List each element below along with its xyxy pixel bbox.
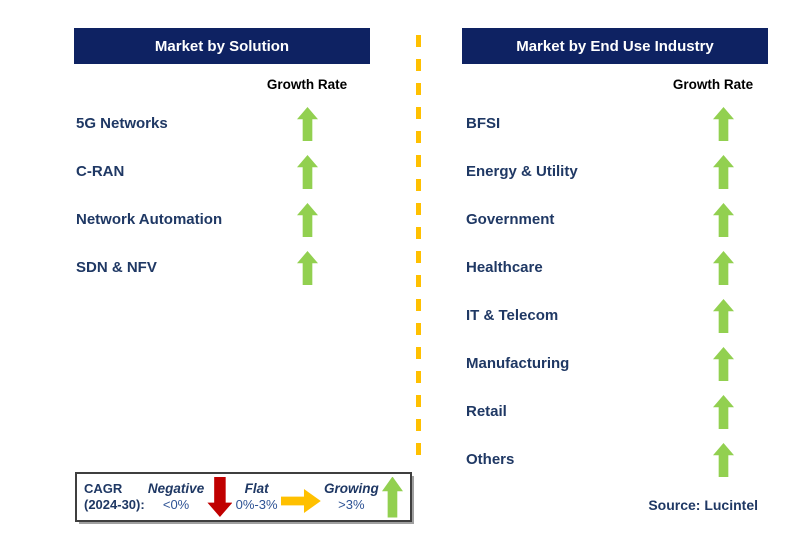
growth-up-arrow-icon [297, 203, 318, 237]
legend-entry-range: 0%-3% [235, 497, 278, 513]
legend-entry-flat: Flat 0%-3% [236, 481, 278, 513]
growth-up-arrow-icon [297, 107, 318, 141]
growth-up-arrow-icon [713, 395, 734, 429]
legend-entry-negative: Negative <0% [148, 481, 204, 513]
growth-up-arrow-icon [713, 251, 734, 285]
segment-label: Network Automation [76, 211, 223, 228]
growth-up-arrow-icon [713, 299, 734, 333]
legend-entry-name: Negative [147, 481, 205, 497]
growth-up-arrow-icon [713, 107, 734, 141]
growth-up-arrow-icon [713, 155, 734, 189]
cagr-legend: CAGR (2024-30): Negative <0% Flat 0%-3% … [75, 472, 412, 522]
legend-title-line1: CAGR [84, 480, 123, 496]
segment-label: Energy & Utility [466, 163, 578, 180]
negative-down-arrow-icon [207, 477, 233, 517]
segment-label: Government [466, 211, 555, 228]
legend-entry-range: >3% [338, 497, 365, 513]
segment-label: Healthcare [466, 259, 543, 276]
dashed-divider [416, 35, 421, 465]
growth-up-arrow-icon [297, 155, 318, 189]
legend-entry-growing: Growing >3% [324, 481, 379, 513]
growth-up-arrow-icon [713, 347, 734, 381]
left-panel-title: Market by Solution [74, 28, 370, 64]
growth-up-arrow-icon [713, 203, 734, 237]
right-panel-title: Market by End Use Industry [462, 28, 768, 64]
segment-label: SDN & NFV [76, 259, 157, 276]
legend-entry-range: <0% [162, 497, 190, 513]
segment-label: C-RAN [76, 163, 125, 180]
flat-right-arrow-icon [280, 489, 321, 513]
legend-title-line2: (2024-30): [84, 497, 145, 512]
growing-up-arrow-icon [381, 476, 403, 518]
growth-up-arrow-icon [713, 443, 734, 477]
segment-label: Manufacturing [466, 355, 570, 372]
source-label: Source: Lucintel [648, 497, 758, 513]
legend-title: CAGR (2024-30): [84, 481, 145, 514]
segment-label: 5G Networks [76, 115, 168, 132]
segment-label: Others [466, 451, 515, 468]
legend-entry-name: Flat [244, 481, 269, 497]
legend-entry-name: Growing [324, 481, 379, 497]
right-growth-rate-label: Growth Rate [672, 77, 754, 92]
segment-label: IT & Telecom [466, 307, 559, 324]
segment-label: BFSI [466, 115, 501, 132]
segment-label: Retail [466, 403, 507, 420]
growth-up-arrow-icon [297, 251, 318, 285]
left-growth-rate-label: Growth Rate [266, 77, 348, 92]
